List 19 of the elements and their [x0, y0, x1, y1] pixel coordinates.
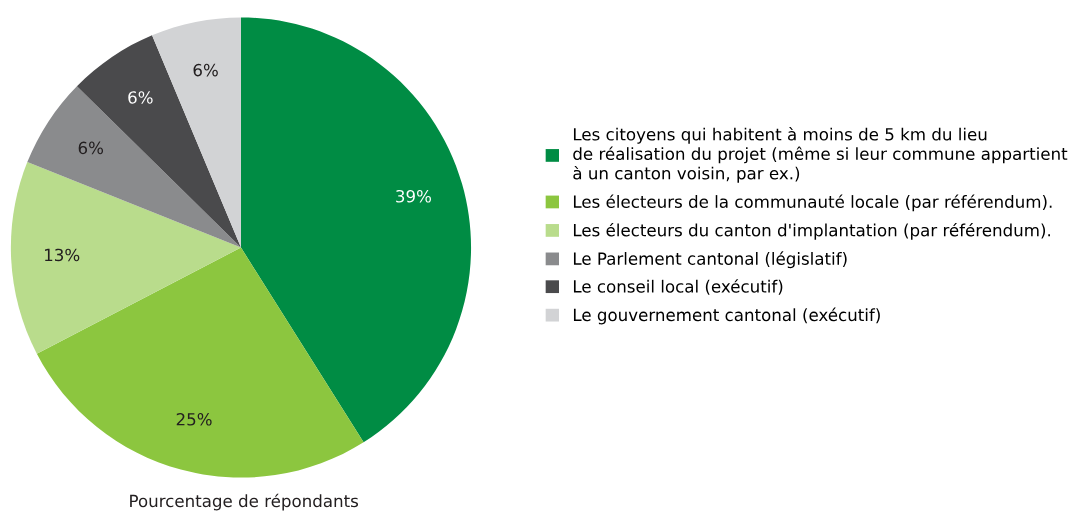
legend-label: Le Parlement cantonal (législatif) — [573, 251, 847, 269]
data-label: 6% — [128, 91, 153, 104]
legend-label: Le conseil local (exécutif) — [573, 279, 783, 295]
legend-label: Les électeurs du canton d'implantation (par référendum). — [573, 222, 1050, 240]
data-label: 39% — [396, 189, 431, 203]
data-label: 6% — [193, 63, 218, 77]
data-label: 6% — [78, 141, 104, 155]
data-label: 25% — [176, 412, 212, 426]
text: Pourcentage de répondants — [130, 493, 359, 511]
legend-label: Les électeurs de la communauté locale (par référendum). — [573, 194, 1052, 212]
pie-slice — [240, 17, 472, 443]
pie-slice — [27, 86, 241, 248]
legend-label: Les citoyens qui habitent à moins de 5 km du lieu de réalisation du projet (même si leur commune appartient à un canton voisin, par ex.) — [573, 127, 1068, 183]
legend-label: Le gouvernement cantonal (exécutif) — [573, 307, 880, 325]
pie-slice — [76, 35, 241, 248]
pie-slice — [152, 17, 241, 248]
data-label: 13% — [45, 248, 80, 262]
pie-slice — [10, 162, 241, 354]
pie-slice — [36, 247, 364, 478]
